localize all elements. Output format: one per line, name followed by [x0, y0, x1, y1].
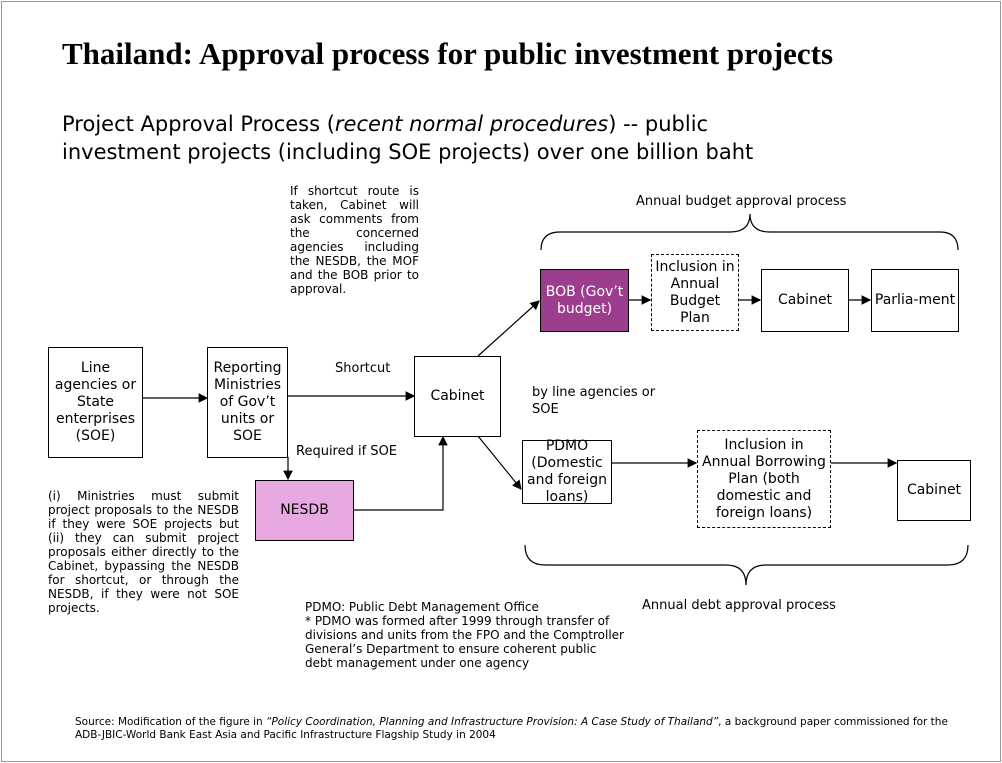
subtitle: Project Approval Process (recent normal …	[62, 110, 822, 166]
note-line: * PDMO was formed after 1999 through tra…	[305, 614, 624, 670]
source-text: , a background paper commissioned for th…	[75, 716, 948, 741]
source-italic: “Policy Coordination, Planning and Infra…	[266, 716, 719, 728]
edge-label: by line agencies or SOE	[532, 385, 656, 417]
node: Cabinet	[897, 460, 971, 521]
node: BOB (Gov’t budget)	[540, 269, 629, 332]
node: Inclusion in Annual Borrowing Plan (both…	[697, 430, 831, 528]
arrow	[477, 435, 522, 490]
node: Inclusion in Annual Budget Plan	[651, 254, 739, 331]
brace	[540, 213, 959, 251]
arrow	[353, 435, 448, 511]
node: Reporting Ministries of Gov’t units or S…	[207, 347, 288, 458]
node: Cabinet	[414, 356, 501, 437]
edge-label: Shortcut	[335, 361, 391, 376]
node: PDMO (Domestic and foreign loans)	[522, 438, 612, 505]
node: Cabinet	[761, 269, 849, 332]
arrow	[477, 300, 540, 357]
subtitle-text: ) -- public investment projects (includi…	[62, 112, 754, 164]
subtitle-italic: recent normal procedures	[334, 112, 609, 136]
node: Line agencies or State enterprises (SOE)	[48, 347, 143, 458]
edge-label: Required if SOE	[296, 444, 398, 459]
source: Source: Modification of the figure in “P…	[75, 716, 955, 742]
note: (i) Ministries must submit project propo…	[48, 489, 239, 615]
note: If shortcut route is taken, Cabinet will…	[290, 184, 419, 296]
brace	[524, 544, 969, 586]
brace-label: Annual debt approval process	[642, 598, 836, 613]
subtitle-text: Project Approval Process (	[62, 112, 335, 136]
node: Parlia-ment	[871, 269, 959, 332]
note: PDMO: Public Debt Management Office * PDM…	[305, 600, 650, 670]
note-line: PDMO: Public Debt Management Office	[305, 600, 539, 614]
source-text: Source: Modification of the figure in	[75, 716, 267, 728]
title: Thailand: Approval process for public in…	[62, 36, 834, 71]
node: NESDB	[255, 480, 354, 541]
brace-label: Annual budget approval process	[636, 194, 847, 209]
